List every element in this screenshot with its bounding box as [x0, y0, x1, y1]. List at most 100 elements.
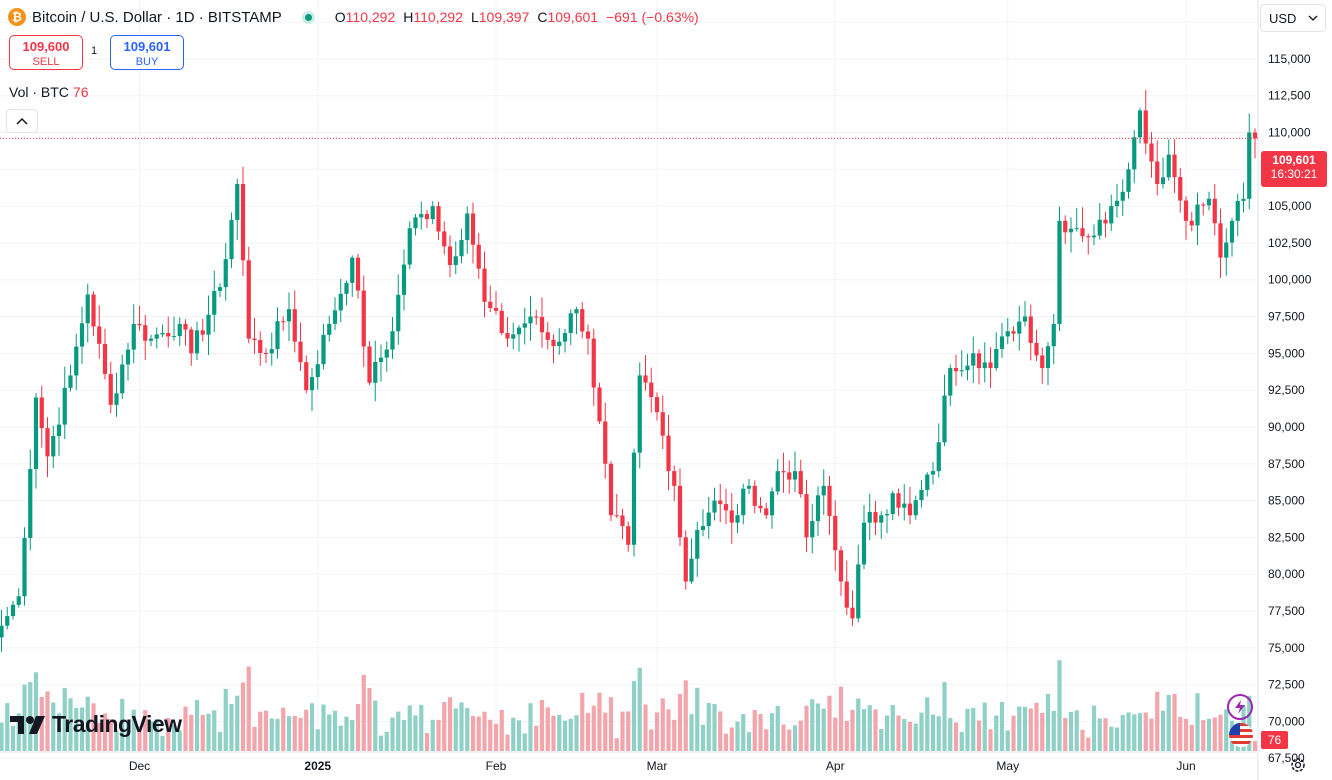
- candle-body: [212, 290, 217, 315]
- candle-body: [1005, 331, 1010, 337]
- volume-bar: [281, 707, 286, 751]
- settings-icon[interactable]: [1289, 756, 1307, 774]
- low-value: 109,397: [478, 9, 530, 25]
- volume-bar: [591, 705, 596, 751]
- price-tick-label: 102,500: [1268, 236, 1312, 250]
- candle-body: [1229, 220, 1235, 243]
- volume-bar: [700, 724, 706, 751]
- volume-bar: [597, 692, 602, 751]
- sell-button[interactable]: 109,600 SELL: [9, 35, 83, 70]
- close-value: 109,601: [547, 9, 599, 25]
- volume-bar: [102, 713, 108, 751]
- candle-body: [1137, 110, 1143, 138]
- time-axis: Dec 2025 Feb Mar Apr May Jun: [129, 759, 1196, 773]
- volume-bar: [718, 711, 723, 751]
- candle-body: [373, 361, 378, 383]
- change-value: −691 (−0.63%): [606, 9, 699, 25]
- time-tick-label: Jun: [1176, 759, 1195, 773]
- volume-bar: [1183, 718, 1189, 751]
- candle-body: [194, 330, 200, 354]
- last-price-value: 109,601: [1272, 153, 1316, 167]
- candle-body: [700, 526, 706, 531]
- volume-bar: [384, 731, 389, 751]
- volume-bar: [309, 703, 315, 751]
- volume-bar: [229, 703, 234, 751]
- volume-bar: [292, 715, 297, 751]
- candle-body: [597, 387, 602, 422]
- candle-body: [275, 321, 280, 350]
- candle-body: [62, 387, 67, 425]
- candle-body: [810, 521, 815, 538]
- volume-bar: [879, 729, 884, 751]
- us-flag-icon[interactable]: [1229, 723, 1253, 747]
- volume-bar: [1028, 708, 1033, 751]
- symbol-header[interactable]: ₿ Bitcoin / U.S. Dollar · 1D · BITSTAMP …: [8, 6, 699, 28]
- price-tick-label: 112,500: [1268, 89, 1311, 103]
- volume-bar: [746, 732, 752, 751]
- buy-price: 109,601: [123, 39, 171, 54]
- lightning-icon[interactable]: [1227, 694, 1253, 720]
- candle-body: [718, 500, 723, 505]
- candle-body: [677, 485, 683, 538]
- volume-bar: [442, 701, 447, 751]
- volume-bar: [56, 713, 62, 751]
- candle-body: [545, 332, 550, 340]
- volume-bar: [453, 708, 458, 751]
- candle-body: [1235, 200, 1240, 221]
- candle-body: [171, 336, 177, 338]
- low-label: L: [470, 9, 479, 25]
- volume-bar: [815, 703, 821, 751]
- currency-selector[interactable]: USD: [1260, 4, 1326, 32]
- volume-bar: [1172, 693, 1177, 751]
- candle-body: [223, 259, 228, 288]
- volume-bar: [539, 700, 545, 751]
- volume-bar: [631, 681, 637, 751]
- candle-body: [45, 428, 50, 457]
- tradingview-logo[interactable]: TradingView: [10, 711, 182, 738]
- volume-bar: [637, 667, 642, 751]
- candle-body: [729, 510, 734, 523]
- volume-bar: [689, 714, 694, 751]
- volume-bar: [62, 688, 67, 751]
- volume-bar: [884, 715, 890, 751]
- volume-bar: [649, 729, 654, 751]
- volume-bar: [1201, 720, 1206, 751]
- candle-body: [367, 346, 372, 383]
- price-tick-label: 85,000: [1268, 494, 1305, 508]
- volume-bar: [741, 714, 746, 751]
- candle-body: [585, 331, 591, 339]
- market-open-icon: [301, 10, 315, 24]
- price-tick-label: 67,500: [1268, 751, 1305, 765]
- volume-bars: [0, 660, 1258, 751]
- symbol-title[interactable]: Bitcoin / U.S. Dollar · 1D · BITSTAMP: [32, 8, 282, 26]
- candle-body: [350, 257, 355, 283]
- volume-bar: [608, 697, 614, 751]
- candle-body: [166, 332, 171, 337]
- candle-body: [1022, 316, 1028, 322]
- volume-legend[interactable]: Vol · BTC 76: [9, 84, 88, 100]
- volume-bar: [252, 726, 257, 751]
- candle-body: [867, 512, 872, 523]
- volume-bar: [769, 713, 775, 751]
- volume-bar: [1080, 729, 1085, 751]
- volume-bar: [68, 698, 73, 751]
- candle-body: [603, 421, 608, 464]
- candle-body: [1011, 331, 1016, 334]
- volume-bar: [91, 703, 96, 751]
- volume-bar: [171, 725, 177, 751]
- candle-body: [614, 515, 619, 517]
- candle-body: [666, 435, 671, 472]
- collapse-legend-button[interactable]: [6, 109, 38, 133]
- volume-bar: [971, 707, 976, 751]
- candle-body: [1212, 198, 1217, 224]
- volume-bar: [781, 724, 786, 751]
- candle-body: [229, 220, 234, 260]
- candle-body: [988, 362, 993, 369]
- price-tick-label: 115,000: [1268, 52, 1311, 66]
- candle-body: [286, 309, 292, 322]
- candle-body: [1183, 200, 1189, 221]
- buy-button[interactable]: 109,601 BUY: [110, 35, 184, 70]
- candle-body: [1068, 228, 1074, 233]
- volume-bar: [994, 715, 999, 751]
